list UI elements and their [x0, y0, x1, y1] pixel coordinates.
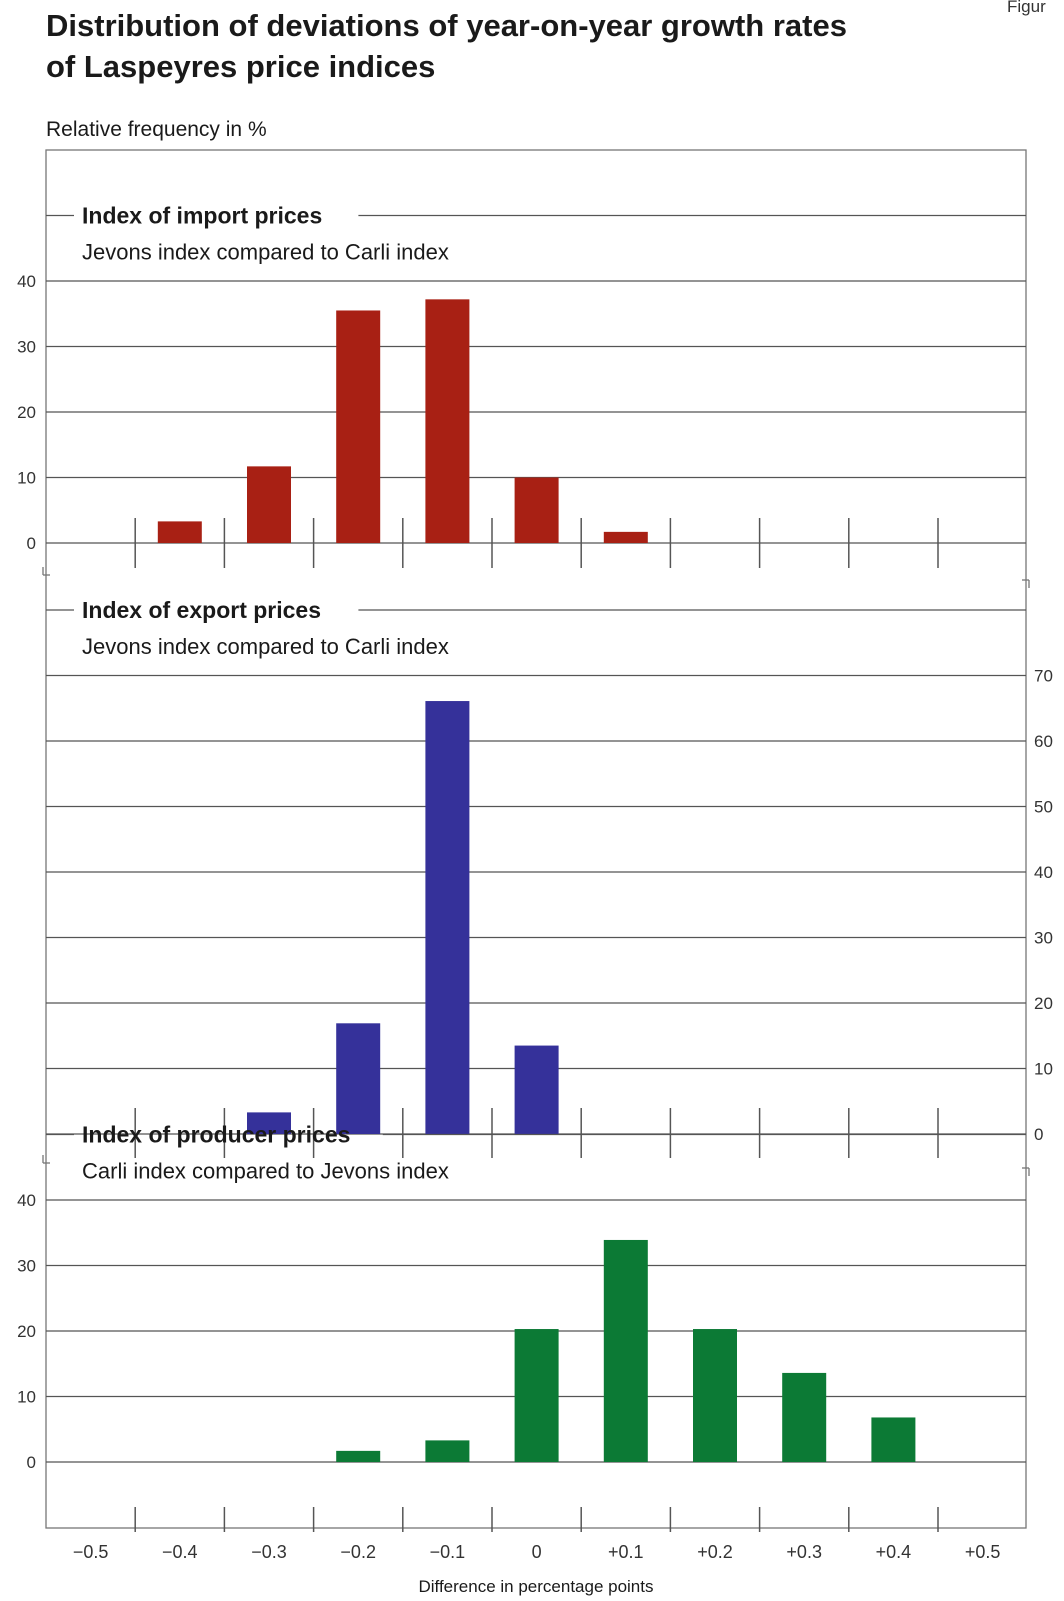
bar [157, 521, 202, 543]
plot-area: Index of import prices Jevons index compa… [17, 149, 1053, 1562]
panel-title: Index of import prices [82, 203, 322, 229]
bar [425, 701, 470, 1134]
panel-title: Index of producer prices [82, 1122, 350, 1148]
y-axis-label: Relative frequency in % [46, 118, 267, 141]
y-tick-label: 40 [17, 272, 36, 291]
y-tick-label: 50 [1034, 798, 1053, 817]
panel-title: Index of export prices [82, 597, 321, 623]
y-tick-label: 10 [17, 469, 36, 488]
bar [514, 1329, 559, 1462]
x-tick-label: +0.2 [697, 1542, 733, 1562]
x-axis-label: Difference in percentage points [418, 1577, 653, 1596]
bar [693, 1329, 737, 1462]
bar [871, 1417, 916, 1462]
y-tick-label: 20 [1034, 994, 1053, 1013]
y-tick-label: 30 [17, 1257, 36, 1276]
bar [603, 531, 648, 543]
y-tick-label: 10 [1034, 1060, 1053, 1079]
y-tick-label: 70 [1034, 667, 1053, 686]
bar [247, 466, 291, 543]
figure-label: Figur [1007, 0, 1046, 16]
y-tick-label: 40 [1034, 863, 1053, 882]
y-tick-label: 30 [1034, 929, 1053, 948]
bar [782, 1372, 827, 1462]
bar [603, 1239, 648, 1462]
x-tick-label: +0.3 [786, 1542, 822, 1562]
x-tick-label: −0.4 [162, 1542, 198, 1562]
bar [247, 1112, 291, 1134]
x-tick-label: −0.5 [73, 1542, 109, 1562]
y-tick-label: 10 [17, 1388, 36, 1407]
y-tick-label: 0 [1034, 1125, 1043, 1144]
chart-frame [45, 149, 1027, 1529]
y-tick-label: 60 [1034, 732, 1053, 751]
panel-subtitle: Carli index compared to Jevons index [82, 1159, 449, 1184]
bar [336, 1023, 381, 1134]
bar [336, 310, 381, 543]
y-tick-label: 40 [17, 1191, 36, 1210]
bar [514, 477, 559, 543]
x-tick-label: +0.4 [876, 1542, 912, 1562]
panel-subtitle: Jevons index compared to Carli index [82, 240, 449, 265]
y-tick-label: 30 [17, 338, 36, 357]
bar [514, 1045, 559, 1134]
x-tick-label: −0.1 [430, 1542, 466, 1562]
panel-subtitle: Jevons index compared to Carli index [82, 634, 449, 659]
bar [336, 1450, 381, 1462]
chart-title-line-1: Distribution of deviations of year-on-ye… [46, 8, 847, 43]
y-tick-label: 20 [17, 403, 36, 422]
y-tick-label: 0 [27, 534, 36, 553]
bar [425, 299, 470, 543]
bar [425, 1440, 470, 1462]
x-tick-label: −0.2 [340, 1542, 376, 1562]
x-tick-label: +0.5 [965, 1542, 1001, 1562]
x-tick-label: 0 [532, 1542, 542, 1562]
y-tick-label: 0 [27, 1453, 36, 1472]
y-tick-label: 20 [17, 1322, 36, 1341]
x-tick-label: +0.1 [608, 1542, 644, 1562]
x-tick-label: −0.3 [251, 1542, 287, 1562]
chart-title-line-2: of Laspeyres price indices [46, 49, 435, 84]
